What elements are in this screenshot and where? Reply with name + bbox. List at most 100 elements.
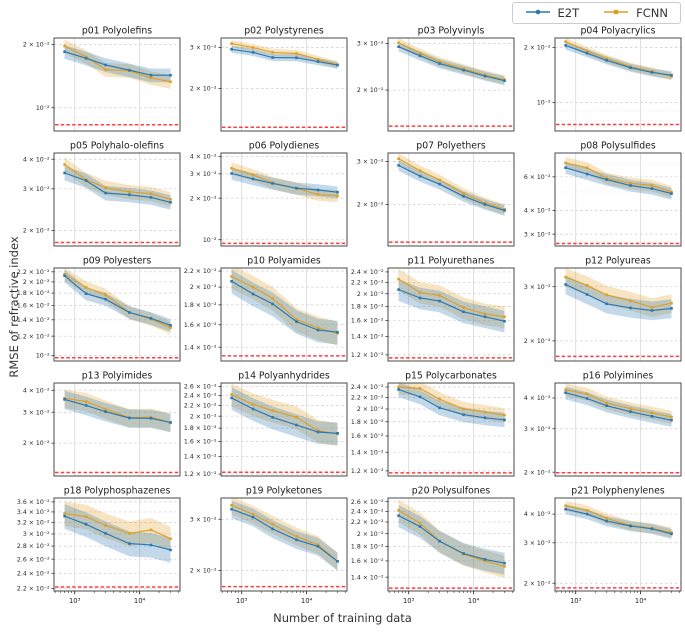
panel-border [53, 267, 181, 362]
svg-text:1.8 × 10⁻²: 1.8 × 10⁻² [184, 302, 217, 309]
svg-text:1.6 × 10⁻²: 1.6 × 10⁻² [351, 558, 384, 565]
svg-text:2 × 10⁻²: 2 × 10⁻² [23, 228, 50, 235]
panel-border [220, 152, 348, 247]
e2t-marker [629, 66, 632, 69]
svg-text:4 × 10⁻²: 4 × 10⁻² [524, 207, 551, 214]
svg-text:2 × 10⁻²: 2 × 10⁻² [524, 469, 551, 476]
e2t-marker [316, 60, 320, 63]
fcnn-marker [271, 409, 274, 412]
fcnn-marker [585, 49, 589, 53]
fcnn-marker [63, 272, 66, 276]
panel-border [554, 497, 682, 592]
e2t-marker [397, 514, 400, 517]
e2t-marker [295, 423, 298, 427]
e2t-marker [418, 54, 422, 57]
svg-text:10⁻²: 10⁻² [203, 237, 217, 244]
panel-border [554, 37, 682, 132]
e2t-marker [438, 406, 441, 410]
x-axis-label: Number of training data [273, 611, 412, 625]
fcnn-marker [84, 55, 88, 59]
fcnn-line-marker-icon [603, 6, 629, 20]
e2t-marker [63, 514, 66, 518]
fcnn-marker [295, 416, 298, 419]
e2t-marker [316, 188, 320, 192]
fcnn-marker [605, 176, 608, 180]
panel-title: p21 Polyphenylenes [571, 486, 665, 497]
gridlines [221, 383, 347, 476]
e2t-band [231, 500, 338, 571]
svg-text:2.4 × 10⁻²: 2.4 × 10⁻² [17, 570, 50, 577]
e2t-marker [169, 548, 172, 552]
svg-text:10⁻²: 10⁻² [36, 105, 50, 112]
svg-text:2.6 × 10⁻²: 2.6 × 10⁻² [17, 556, 50, 563]
e2t-marker [336, 560, 339, 563]
subplot-p01-polyolefins: p01 Polyolefins 2 × 10⁻² 10⁻² [23, 26, 181, 132]
svg-text:2.2 × 10⁻²: 2.2 × 10⁻² [184, 268, 217, 275]
fcnn-marker [397, 385, 400, 389]
e2t-marker [63, 398, 66, 401]
svg-text:1.8 × 10⁻²: 1.8 × 10⁻² [351, 419, 384, 426]
e2t-line [398, 164, 505, 211]
fcnn-marker [418, 169, 422, 172]
e2t-band [398, 160, 505, 216]
svg-text:3 × 10⁻²: 3 × 10⁻² [23, 531, 50, 538]
fcnn-marker [462, 306, 465, 309]
fcnn-marker [251, 46, 255, 49]
fcnn-marker [316, 543, 320, 547]
e2t-marker [564, 166, 567, 169]
fcnn-marker [418, 291, 422, 294]
panel-border [220, 267, 348, 362]
fcnn-marker [63, 44, 66, 48]
y-tick-labels: 3.6 × 10⁻² 3.4 × 10⁻² 3.2 × 10⁻² 3 × 10⁻² 2.… [17, 499, 54, 593]
svg-text:4 × 10⁻²: 4 × 10⁻² [190, 154, 217, 161]
fcnn-line [398, 386, 505, 416]
gridlines [54, 153, 180, 246]
e2t-marker [230, 396, 233, 400]
e2t-band [231, 167, 338, 199]
e2t-marker [605, 302, 608, 306]
fcnn-marker [670, 415, 673, 419]
gridlines [221, 153, 347, 246]
fcnn-marker [483, 410, 487, 414]
fcnn-line [64, 512, 171, 540]
fcnn-marker [295, 52, 298, 55]
e2t-marker [503, 418, 506, 422]
subplot-p21-polyphenylenes: p21 Polyphenylenes 4 × 10⁻² 3 × 10⁻² 2 × 10… [524, 486, 682, 605]
fcnn-marker [230, 42, 233, 45]
e2t-line [231, 172, 338, 193]
gridlines [388, 383, 514, 476]
e2t-marker [251, 177, 255, 181]
e2t-band [231, 269, 338, 345]
legend-item-fcnn: FCNN [603, 6, 668, 20]
svg-text:1.8 × 10⁻²: 1.8 × 10⁻² [17, 290, 50, 297]
fcnn-marker [670, 190, 673, 194]
svg-text:2 × 10⁻²: 2 × 10⁻² [23, 279, 50, 286]
e2t-line [231, 397, 338, 434]
fcnn-marker [397, 41, 400, 45]
svg-text:1.2 × 10⁻²: 1.2 × 10⁻² [351, 468, 384, 475]
svg-text:2.6 × 10⁻²: 2.6 × 10⁻² [184, 384, 217, 391]
fcnn-marker [462, 192, 465, 195]
panel-title: p15 Polycarbonates [405, 371, 497, 382]
svg-text:1.4 × 10⁻²: 1.4 × 10⁻² [17, 317, 50, 324]
e2t-marker [316, 430, 320, 434]
svg-text:1.8 × 10⁻²: 1.8 × 10⁻² [351, 544, 384, 551]
y-tick-labels: 3 × 10⁻² 2 × 10⁻² [190, 45, 221, 93]
fcnn-marker [251, 173, 255, 177]
e2t-band [398, 505, 505, 575]
fcnn-marker [63, 512, 66, 515]
fcnn-marker [84, 286, 88, 289]
svg-text:3 × 10⁻²: 3 × 10⁻² [524, 426, 551, 433]
e2t-marker [149, 317, 153, 320]
gridlines [555, 153, 681, 246]
svg-text:2.2 × 10⁻²: 2.2 × 10⁻² [17, 269, 50, 276]
panel-title: p08 Polysulfides [580, 141, 656, 152]
y-tick-labels: 6 × 10⁻² 4 × 10⁻² 3 × 10⁻² [524, 174, 555, 238]
e2t-marker [295, 186, 298, 190]
e2t-marker [503, 209, 506, 212]
svg-text:4 × 10⁻²: 4 × 10⁻² [524, 511, 551, 518]
e2t-line [565, 392, 672, 421]
e2t-band [64, 166, 171, 210]
panel-title: p10 Polyamides [247, 256, 321, 267]
e2t-marker [462, 413, 465, 416]
